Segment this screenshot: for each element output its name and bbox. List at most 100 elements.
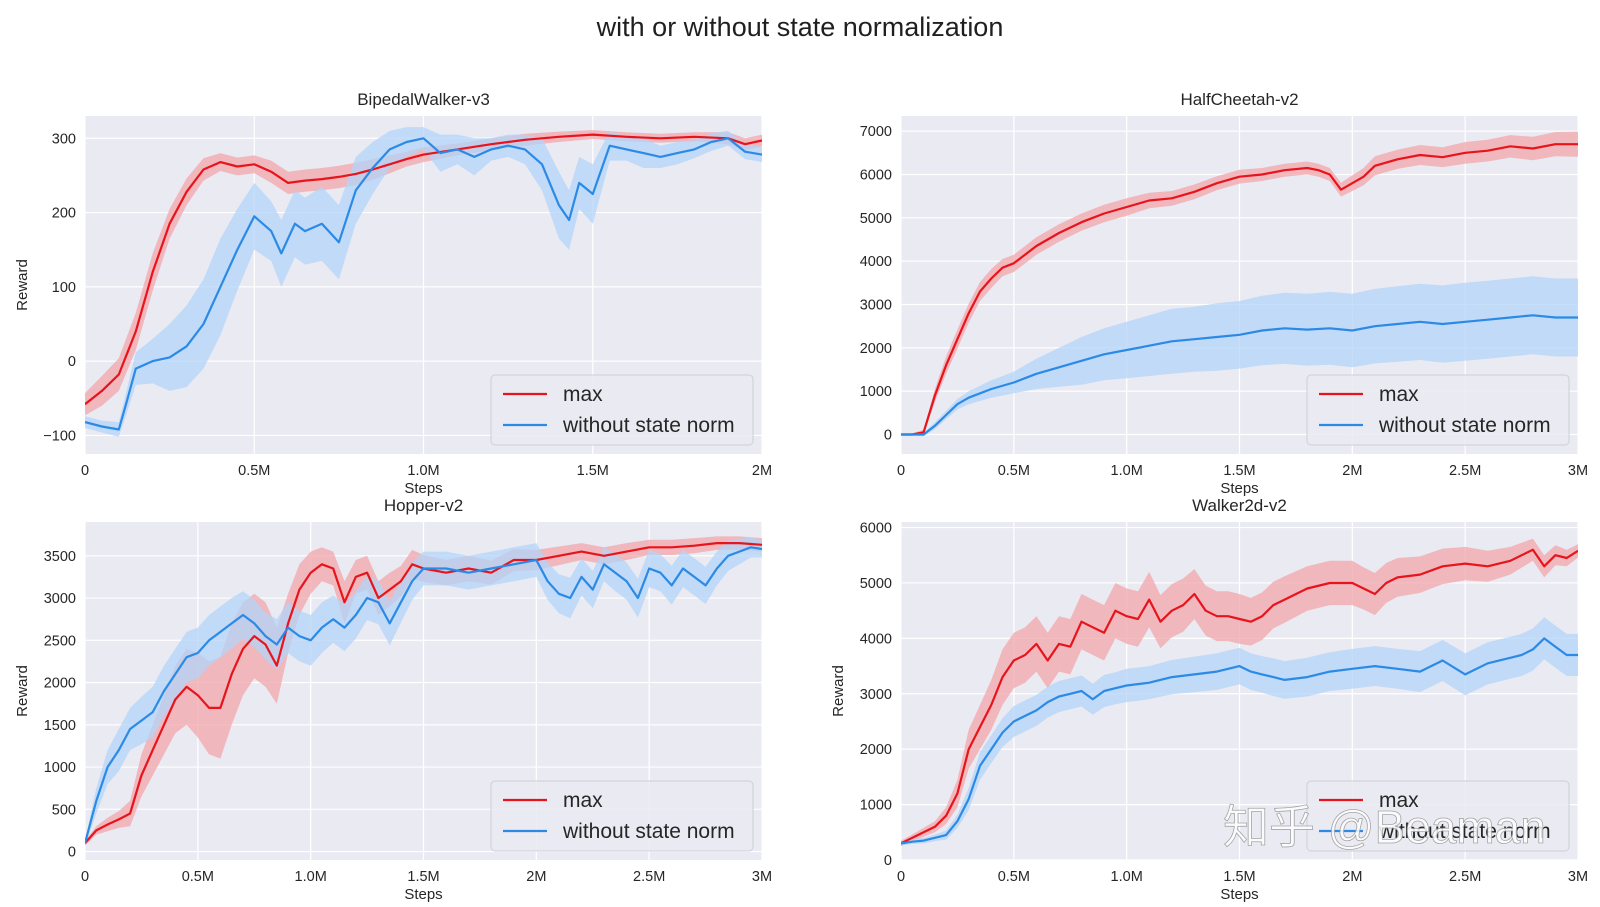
- series-layer: [901, 538, 1578, 847]
- subplot-title: Hopper-v2: [384, 496, 463, 515]
- line-max: [901, 143, 1578, 436]
- legend-box: [490, 780, 754, 852]
- legend-box: [1306, 780, 1570, 852]
- y-axis-label: Reward: [830, 665, 847, 717]
- line-without-state-norm: [85, 546, 762, 844]
- x-tick-label: 3M: [1568, 869, 1588, 885]
- x-tick-label: 1.0M: [1111, 869, 1143, 885]
- legend-label-without-state-norm: without state norm: [1378, 414, 1551, 437]
- x-tick-label: 2.5M: [1449, 463, 1481, 479]
- y-tick-label: 2000: [860, 742, 892, 758]
- y-tick-label: 0: [884, 853, 892, 869]
- subplot-title: HalfCheetah-v2: [1180, 90, 1298, 109]
- y-tick-label: 1000: [44, 760, 76, 776]
- x-tick-label: 0: [897, 463, 905, 479]
- line-without-state-norm: [901, 637, 1578, 845]
- y-tick-label: 3000: [860, 687, 892, 703]
- x-tick-label: 1.0M: [1111, 463, 1143, 479]
- y-tick-label: 0: [884, 428, 892, 444]
- subplot-bipedalwalker: 0 0.5M 1.0M 1.5M 2M −100 0 100 200 300 BipedalWalk…: [14, 90, 772, 497]
- y-tick-label: 7000: [860, 124, 892, 140]
- x-tick-label: 0.5M: [182, 869, 214, 885]
- line-max: [85, 133, 762, 406]
- figure-title: with or without state normalization: [596, 12, 1004, 42]
- y-tick-label: 6000: [860, 168, 892, 184]
- y-tick-label: 2000: [44, 676, 76, 692]
- legend-label-without-state-norm: without state norm: [562, 820, 735, 843]
- y-axis-label: Reward: [14, 259, 31, 311]
- y-tick-label: 0: [68, 845, 76, 861]
- x-axis-label: Steps: [404, 886, 442, 903]
- series-layer: [85, 127, 762, 437]
- x-tick-label: 1.5M: [577, 463, 609, 479]
- legend-box: [490, 374, 754, 446]
- x-tick-label: 1.0M: [407, 463, 439, 479]
- x-tick-label: 1.0M: [295, 869, 327, 885]
- band-without-state-norm: [85, 127, 762, 437]
- y-tick-label: 0: [68, 354, 76, 370]
- x-tick-label: 3M: [752, 869, 772, 885]
- y-tick-label: 6000: [860, 521, 892, 537]
- x-tick-label: 2M: [1342, 869, 1362, 885]
- x-tick-label: 2.5M: [1449, 869, 1481, 885]
- x-tick-label: 0: [897, 869, 905, 885]
- legend-label-max: max: [1379, 383, 1419, 406]
- x-tick-label: 2M: [1342, 463, 1362, 479]
- x-tick-label: 0.5M: [998, 869, 1030, 885]
- y-tick-label: 100: [52, 280, 76, 296]
- line-without-state-norm: [901, 314, 1578, 436]
- legend-label-without-state-norm: without state norm: [562, 414, 735, 437]
- x-tick-label: 0.5M: [998, 463, 1030, 479]
- band-max: [901, 538, 1578, 847]
- x-tick-label: 0.5M: [238, 463, 270, 479]
- legend-label-without-state-norm: without state norm: [1378, 820, 1551, 843]
- y-tick-label: 5000: [860, 576, 892, 592]
- y-tick-label: 3500: [44, 549, 76, 565]
- y-tick-label: 1000: [860, 798, 892, 814]
- subplot-title: BipedalWalker-v3: [357, 90, 490, 109]
- subplot-title: Walker2d-v2: [1192, 496, 1287, 515]
- watermark-text: 知乎 @Beaman: [1223, 801, 1546, 853]
- y-tick-label: 5000: [860, 211, 892, 227]
- legend-label-max: max: [563, 383, 603, 406]
- line-max: [85, 541, 762, 844]
- x-tick-label: 1.5M: [1223, 463, 1255, 479]
- series-layer: [901, 131, 1578, 437]
- y-tick-label: 500: [52, 802, 76, 818]
- band-without-state-norm: [85, 537, 762, 846]
- x-axis-label: Steps: [404, 480, 442, 497]
- x-tick-label: 1.5M: [407, 869, 439, 885]
- y-axis-label: Reward: [14, 665, 31, 717]
- band-without-state-norm: [901, 276, 1578, 437]
- x-tick-label: 3M: [1568, 463, 1588, 479]
- line-max: [901, 548, 1578, 845]
- legend-label-max: max: [1379, 789, 1419, 812]
- y-tick-label: 1000: [860, 384, 892, 400]
- x-tick-label: 0: [81, 869, 89, 885]
- y-tick-label: 300: [52, 131, 76, 147]
- legend-box: [1306, 374, 1570, 446]
- y-tick-label: 200: [52, 206, 76, 222]
- x-tick-label: 0: [81, 463, 89, 479]
- subplot-hopper: 0 0.5M 1.0M 1.5M 2M 2.5M 3M 0 500 1000 1500 2000 250…: [14, 496, 772, 903]
- y-tick-label: 1500: [44, 718, 76, 734]
- x-tick-label: 2M: [752, 463, 772, 479]
- subplot-walker2d: 0 0.5M 1.0M 1.5M 2M 2.5M 3M 0 1000 2000 3000 4000 50…: [830, 496, 1588, 903]
- y-tick-label: −100: [43, 428, 76, 444]
- y-tick-label: 3000: [44, 591, 76, 607]
- y-tick-label: 4000: [860, 631, 892, 647]
- y-tick-label: 4000: [860, 254, 892, 270]
- x-axis-label: Steps: [1220, 480, 1258, 497]
- x-tick-label: 1.5M: [1223, 869, 1255, 885]
- y-tick-label: 2500: [44, 633, 76, 649]
- line-without-state-norm: [85, 137, 762, 431]
- series-layer: [85, 536, 762, 846]
- x-tick-label: 2M: [526, 869, 546, 885]
- x-tick-label: 2.5M: [633, 869, 665, 885]
- subplot-halfcheetah: 0 0.5M 1.0M 1.5M 2M 2.5M 3M 0 1000 2000 3000 4000 50…: [860, 90, 1588, 497]
- y-tick-label: 2000: [860, 341, 892, 357]
- x-axis-label: Steps: [1220, 886, 1258, 903]
- y-tick-label: 3000: [860, 298, 892, 314]
- band-without-state-norm: [901, 617, 1578, 846]
